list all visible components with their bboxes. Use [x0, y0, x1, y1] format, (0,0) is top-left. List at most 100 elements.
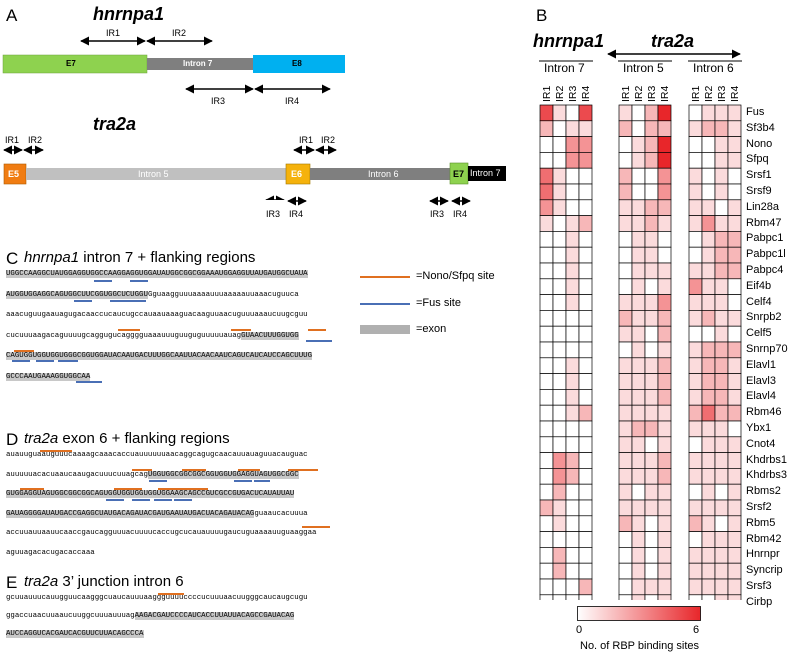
heatmap-cell [644, 452, 659, 469]
heatmap-cell [552, 373, 567, 390]
exon-segment: GUGGAGGUAGUGGCGGCGGCAGUGGUGGUGGUGGUGGAAG… [6, 490, 295, 498]
heatmap-cell [539, 341, 554, 359]
exon-segment: GCCCAAUGAAAGGUGGCAA [6, 372, 91, 381]
panel-a-gene1-title: hnrnpa1 [93, 4, 165, 24]
heatmap-cell [688, 483, 703, 501]
heatmap-cell [552, 515, 567, 532]
column-label: IR3 [567, 85, 579, 102]
heatmap-cell [688, 325, 703, 343]
heatmap-cell [618, 531, 633, 548]
heatmap-cell [565, 246, 580, 264]
panel-d-title: tra2a exon 6 + flanking regions [24, 430, 230, 447]
heatmap-cell [714, 262, 729, 280]
heatmap-cell [552, 152, 567, 169]
heatmap-cell [714, 246, 729, 264]
heatmap-cell [714, 420, 729, 438]
heatmap-cell [539, 152, 554, 169]
heatmap-cell [727, 325, 742, 343]
heatmap-cell [578, 373, 593, 390]
heatmap-cell [618, 468, 633, 485]
heatmap-cell [714, 483, 729, 501]
heatmap-cell [618, 136, 633, 153]
heatmap-cell [631, 531, 646, 548]
heatmap-cell [631, 404, 646, 422]
fus-site-mark [154, 499, 172, 501]
heatmap-cell [688, 152, 703, 169]
exon-segment: GAUAGGGGAUAUGACCGAGGCUAUGACAGAUACGAUGAAU… [6, 509, 255, 518]
label-intron7-hnrnpa1: Intron 7 [183, 59, 213, 68]
heatmap-cell [714, 183, 729, 201]
heatmap-cell [618, 389, 633, 406]
heatmap-cell [552, 183, 567, 201]
heatmap-cell [565, 531, 580, 548]
heatmap-cell [578, 436, 593, 453]
heatmap-cell [552, 104, 567, 122]
heatmap-cell [618, 452, 633, 469]
heatmap-cell [565, 547, 580, 564]
heatmap-cell [552, 452, 567, 469]
heatmap-cell [552, 420, 567, 438]
heatmap-cell [644, 231, 659, 248]
heatmap-cell [539, 294, 554, 311]
heatmap-cell [631, 594, 646, 600]
heatmap-cell [539, 547, 554, 564]
heatmap-cell [727, 404, 742, 422]
label-ir2-tra2a-mid: IR2 [321, 135, 336, 145]
heatmap-cell [539, 199, 554, 216]
heatmap-cell [701, 531, 716, 548]
rbp-row-label: Cirbp [746, 595, 773, 608]
heatmap-cell [565, 167, 580, 185]
heatmap-cell [565, 452, 580, 469]
column-label: IR1 [620, 85, 632, 102]
heatmap-cell [539, 562, 554, 580]
label-e8-hnrnpa1: E8 [292, 59, 302, 68]
heatmap-cell [552, 167, 567, 185]
heatmap-cell [727, 152, 742, 169]
exon-segment: AAGACGAUCCCCAUCACCUUAUUACAGCCGAUACAG [134, 612, 295, 620]
heatmap-cell [657, 578, 672, 596]
heatmap-cell [657, 404, 672, 422]
heatmap-cell [701, 578, 716, 596]
fus-site-mark [254, 480, 270, 482]
sequence-line: aguuagacacugacaccaaa [6, 548, 95, 557]
heatmap-cell [688, 562, 703, 580]
heatmap-cell [644, 578, 659, 596]
rbp-row-label: Pabpc1l [746, 248, 786, 261]
heatmap-cell [552, 594, 567, 600]
heatmap-cell [552, 246, 567, 264]
fus-site-mark [149, 480, 167, 482]
legend-exon-label: =exon [416, 323, 447, 335]
heatmap-cell [552, 294, 567, 311]
heatmap-cell [552, 547, 567, 564]
rbp-row-label: Elavl3 [746, 374, 776, 387]
nono-site-mark [132, 469, 152, 471]
heatmap-cell [631, 294, 646, 311]
heatmap-cell [714, 499, 729, 517]
heatmap-cell [578, 231, 593, 248]
heatmap-cell [631, 547, 646, 564]
heatmap-cell [657, 357, 672, 374]
heatmap-cell [539, 325, 554, 343]
heatmap-cell [727, 167, 742, 185]
rbp-row-label: Pabpc1 [746, 232, 784, 245]
heatmap-cell [714, 515, 729, 532]
legend-fus-label: =Fus site [416, 297, 461, 309]
heatmap-cell [618, 310, 633, 327]
panel-c-title: hnrnpa1 intron 7 + flanking regions [24, 249, 255, 266]
heatmap-cell [565, 310, 580, 327]
heatmap-cell [714, 341, 729, 359]
sequence-line: accuuauuaauucaaccgaucagguuuacuuuucaccugc… [6, 529, 317, 537]
heatmap-cell [552, 231, 567, 248]
heatmap-cell [657, 215, 672, 232]
heatmap-cell [688, 294, 703, 311]
group-label: Intron 7 [544, 61, 585, 75]
heatmap-cell [552, 262, 567, 280]
rbp-row-label: Celf4 [746, 295, 772, 308]
nono-site-mark [114, 488, 142, 490]
fus-site-mark [130, 280, 148, 282]
panel-d-title-rest: exon 6 + flanking regions [58, 430, 230, 447]
column-label: IR2 [703, 85, 715, 102]
rbp-row-label: Snrpb2 [746, 311, 782, 324]
heatmap-cell [552, 199, 567, 216]
heatmap-cell [701, 373, 716, 390]
